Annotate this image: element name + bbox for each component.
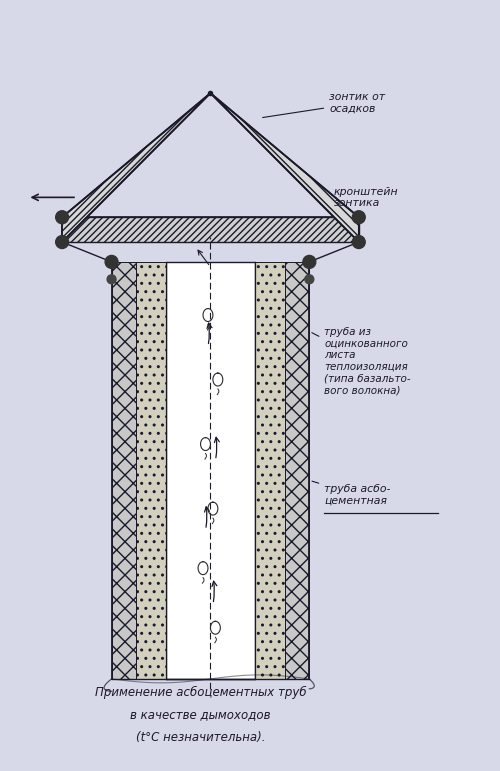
Circle shape [107, 274, 116, 284]
Text: в качестве дымоходов: в качестве дымоходов [130, 709, 271, 722]
Polygon shape [210, 93, 359, 242]
Polygon shape [136, 262, 166, 679]
Text: зонтик от
осадков: зонтик от осадков [262, 93, 385, 117]
Circle shape [352, 210, 365, 224]
Text: Применение асбоцементных труб: Применение асбоцементных труб [94, 686, 306, 699]
Text: труба из
оцинкованного
листа
теплоизоляция
(типа базальто-
вого волокна): труба из оцинкованного листа теплоизоляц… [312, 327, 411, 396]
Circle shape [303, 255, 316, 268]
Circle shape [56, 236, 68, 248]
Polygon shape [62, 217, 359, 242]
Circle shape [105, 255, 118, 268]
Circle shape [352, 236, 365, 248]
Polygon shape [62, 217, 359, 242]
Polygon shape [255, 262, 284, 679]
Polygon shape [284, 262, 310, 679]
Polygon shape [112, 262, 136, 679]
Text: (t°С незначительна).: (t°С незначительна). [136, 731, 266, 744]
Polygon shape [166, 262, 255, 679]
Polygon shape [62, 93, 210, 242]
Text: кронштейн
зонтика: кронштейн зонтика [334, 187, 398, 220]
Circle shape [305, 274, 314, 284]
Text: труба асбо-
цементная: труба асбо- цементная [312, 481, 390, 506]
Circle shape [56, 210, 68, 224]
